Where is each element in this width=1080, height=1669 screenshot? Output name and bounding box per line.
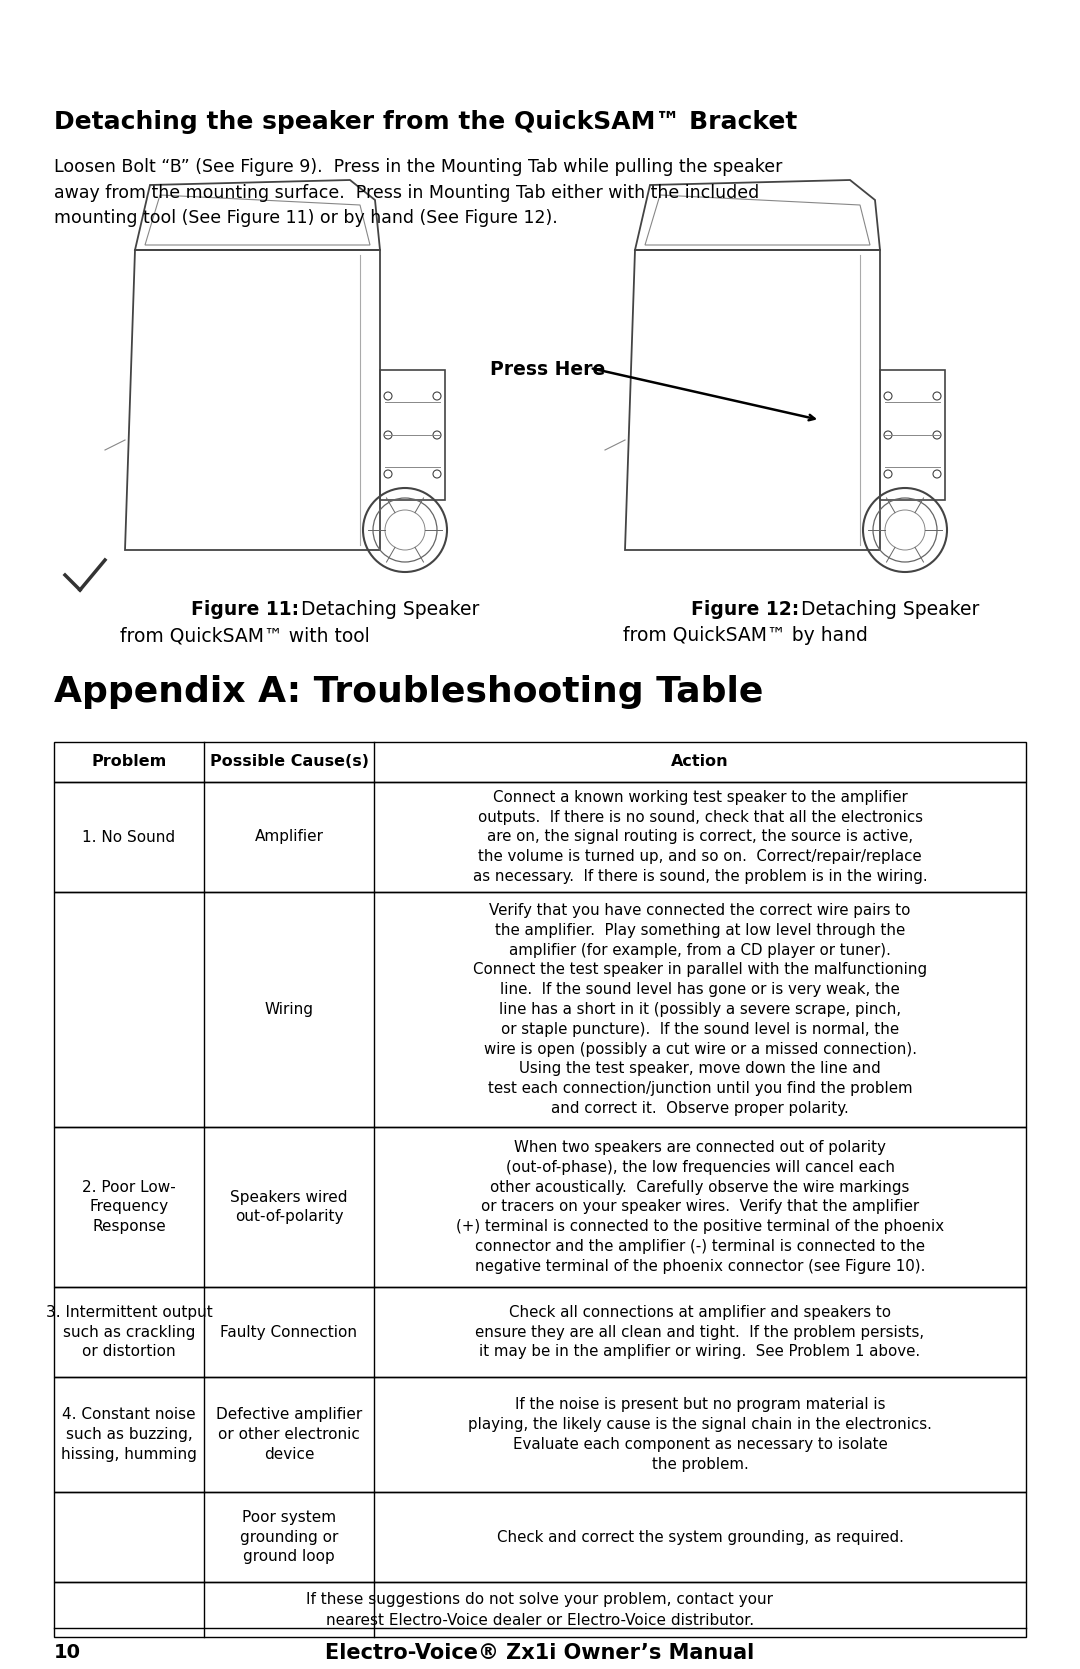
Text: Figure 11:: Figure 11:	[191, 599, 299, 619]
Text: Detaching Speaker: Detaching Speaker	[295, 599, 480, 619]
Circle shape	[885, 392, 892, 401]
Text: Amplifier: Amplifier	[255, 829, 324, 845]
Text: 4. Constant noise
such as buzzing,
hissing, humming: 4. Constant noise such as buzzing, hissi…	[62, 1407, 197, 1462]
Text: Check and correct the system grounding, as required.: Check and correct the system grounding, …	[497, 1529, 904, 1544]
Text: Press Here: Press Here	[490, 361, 605, 379]
Text: Appendix A: Troubleshooting Table: Appendix A: Troubleshooting Table	[54, 674, 764, 709]
Text: Loosen Bolt “B” (See Figure 9).  Press in the Mounting Tab while pulling the spe: Loosen Bolt “B” (See Figure 9). Press in…	[54, 159, 782, 227]
Text: Check all connections at amplifier and speakers to
ensure they are all clean and: Check all connections at amplifier and s…	[475, 1305, 924, 1359]
Text: from QuickSAM™ with tool: from QuickSAM™ with tool	[120, 626, 369, 644]
Bar	[54, 1287, 1026, 1377]
Text: 1. No Sound: 1. No Sound	[82, 829, 176, 845]
Circle shape	[933, 431, 941, 439]
Circle shape	[885, 431, 892, 439]
Text: 3. Intermittent output
such as crackling
or distortion: 3. Intermittent output such as crackling…	[45, 1305, 213, 1359]
Text: Possible Cause(s): Possible Cause(s)	[210, 754, 368, 769]
Text: 2. Poor Low-
Frequency
Response: 2. Poor Low- Frequency Response	[82, 1180, 176, 1235]
Text: Figure 12:: Figure 12:	[691, 599, 799, 619]
Circle shape	[433, 431, 441, 439]
Circle shape	[433, 392, 441, 401]
Bar	[54, 1582, 1026, 1637]
Text: Defective amplifier
or other electronic
device: Defective amplifier or other electronic …	[216, 1407, 362, 1462]
Text: Wiring: Wiring	[265, 1001, 313, 1016]
Text: If the noise is present but no program material is
playing, the likely cause is : If the noise is present but no program m…	[468, 1397, 932, 1472]
Circle shape	[384, 392, 392, 401]
Bar	[54, 1492, 1026, 1582]
Text: Action: Action	[671, 754, 729, 769]
Text: Detaching the speaker from the QuickSAM™ Bracket: Detaching the speaker from the QuickSAM™…	[54, 110, 797, 134]
Bar	[54, 1377, 1026, 1492]
Text: 10: 10	[54, 1642, 81, 1662]
Bar	[54, 891, 1026, 1127]
Text: Problem: Problem	[92, 754, 166, 769]
Circle shape	[433, 471, 441, 477]
Text: Connect a known working test speaker to the amplifier
outputs.  If there is no s: Connect a known working test speaker to …	[473, 789, 928, 885]
Text: If these suggestions do not solve your problem, contact your
nearest Electro-Voi: If these suggestions do not solve your p…	[307, 1592, 773, 1627]
Text: Speakers wired
out-of-polarity: Speakers wired out-of-polarity	[230, 1190, 348, 1225]
Text: Faulty Connection: Faulty Connection	[220, 1325, 357, 1340]
Bar	[54, 743, 1026, 783]
Text: Detaching Speaker: Detaching Speaker	[795, 599, 980, 619]
Circle shape	[933, 471, 941, 477]
Circle shape	[384, 431, 392, 439]
Circle shape	[384, 471, 392, 477]
Bar	[54, 783, 1026, 891]
Text: When two speakers are connected out of polarity
(out-of-phase), the low frequenc: When two speakers are connected out of p…	[456, 1140, 944, 1273]
Text: Poor system
grounding or
ground loop: Poor system grounding or ground loop	[240, 1510, 338, 1564]
Bar	[54, 1127, 1026, 1287]
Text: Verify that you have connected the correct wire pairs to
the amplifier.  Play so: Verify that you have connected the corre…	[473, 903, 927, 1117]
Circle shape	[885, 471, 892, 477]
Circle shape	[933, 392, 941, 401]
Text: Electro-Voice® Zx1i Owner’s Manual: Electro-Voice® Zx1i Owner’s Manual	[325, 1642, 755, 1662]
Text: from QuickSAM™ by hand: from QuickSAM™ by hand	[622, 626, 867, 644]
